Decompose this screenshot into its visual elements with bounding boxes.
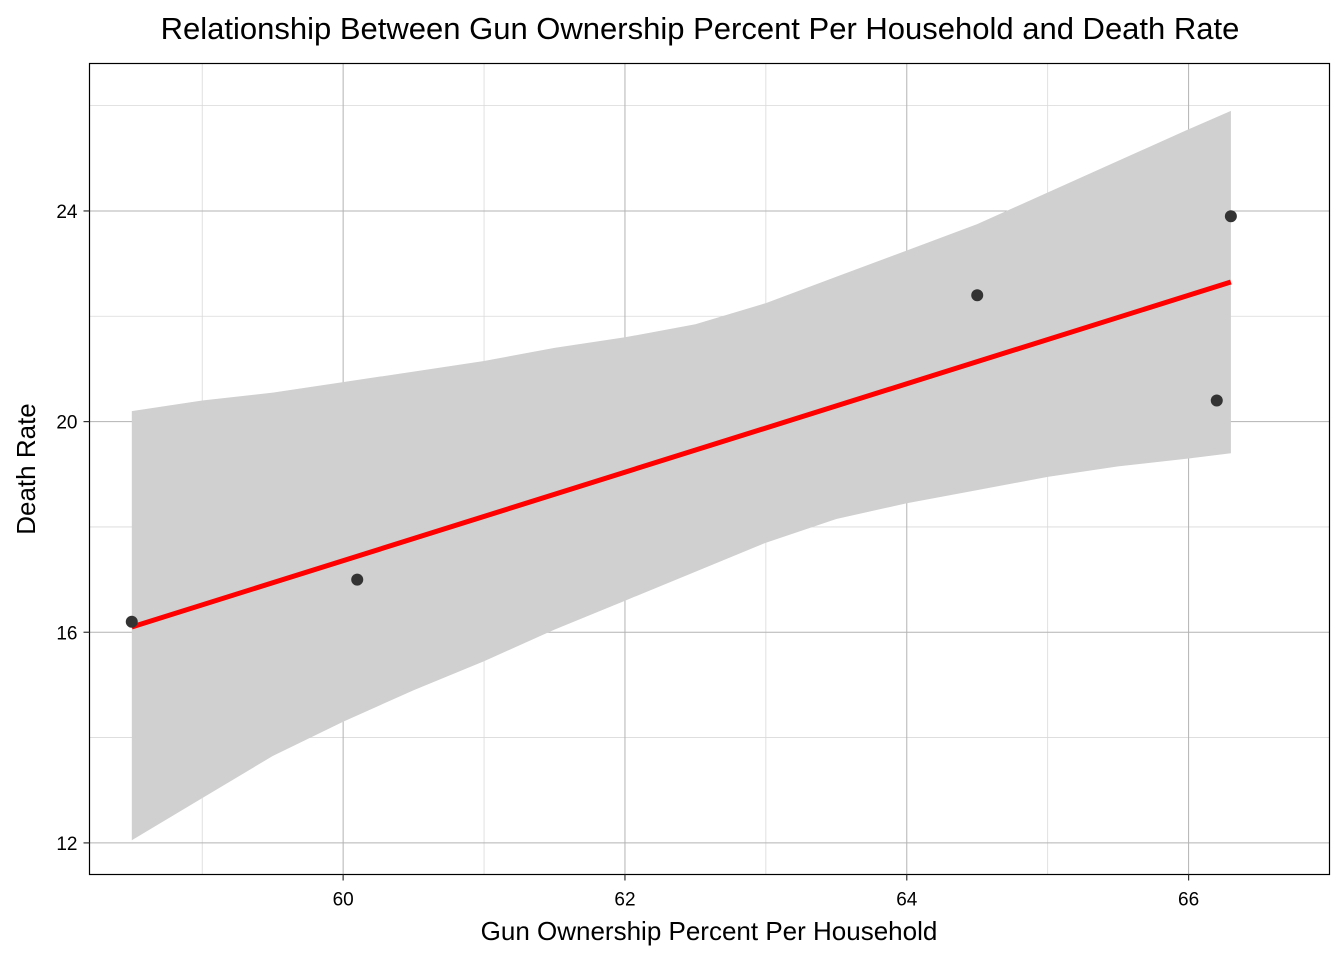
y-tick-label: 12 [56,834,77,855]
x-axis: 60 62 64 66 [333,874,1199,911]
data-points [125,210,1237,628]
plot-border [88,62,1331,876]
y-tick-label: 20 [56,413,77,434]
x-tick-label: 60 [333,890,354,911]
confidence-band [131,110,1231,841]
confidence-band-layer [131,110,1231,841]
x-tick-label: 62 [614,890,635,911]
data-point [125,615,138,628]
y-tick-label: 24 [56,202,78,223]
x-tick-label: 66 [1178,890,1199,911]
chart-title: Relationship Between Gun Ownership Perce… [161,11,1240,46]
y-tick-label: 16 [56,623,77,644]
x-tick-label: 64 [896,890,918,911]
data-point [1224,210,1237,223]
x-axis-title: Gun Ownership Percent Per Household [481,916,938,946]
data-point [971,289,984,302]
data-point [351,573,364,586]
y-axis: 12 16 20 24 [56,202,90,855]
trend-line-layer [131,279,1232,630]
data-point [1210,394,1223,407]
y-axis-title: Death Rate [11,403,41,535]
regression-line [131,279,1232,630]
